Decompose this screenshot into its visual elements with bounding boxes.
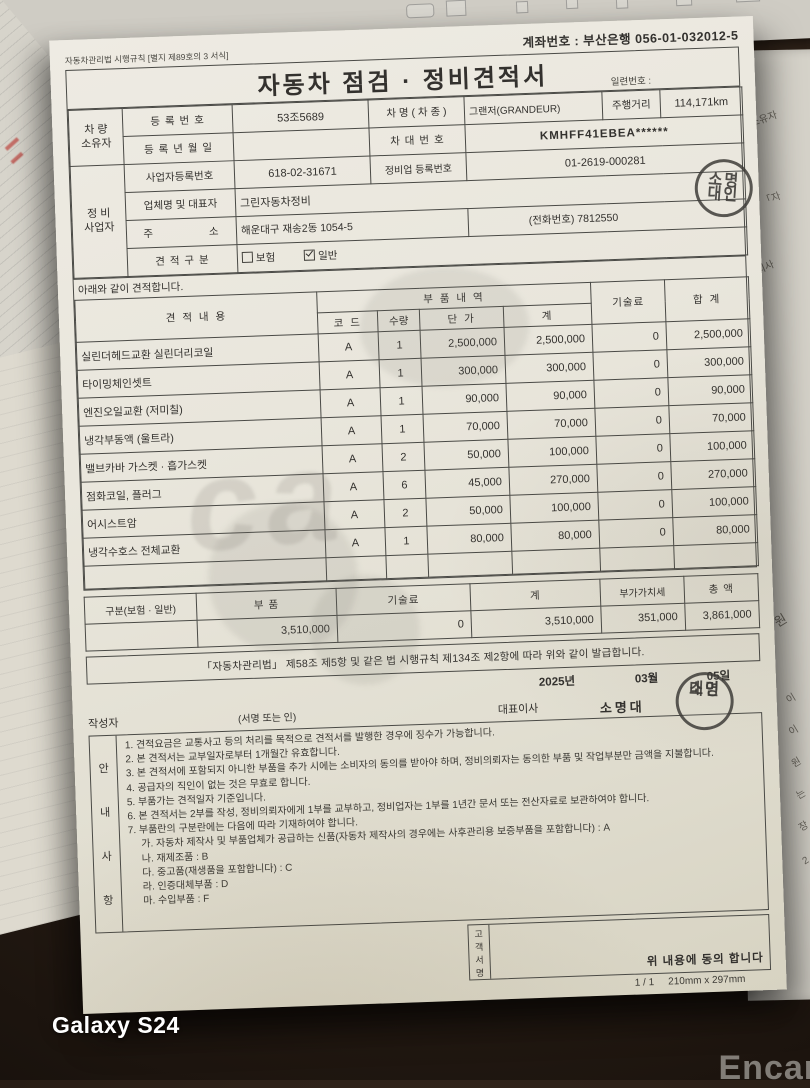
checkbox-doodle [736, 0, 761, 2]
item-total: 2,500,000 [666, 319, 751, 350]
checkbox-doodle [516, 1, 529, 14]
item-qty: 1 [380, 386, 423, 415]
item-amount: 270,000 [509, 464, 598, 495]
item-labor: 0 [592, 322, 667, 353]
page-number: 1 / 1 [635, 977, 655, 989]
insurance-option: 보험 [242, 252, 276, 265]
summary-type-value [85, 620, 198, 651]
mileage-value: 114,171km [660, 87, 743, 118]
company-label: 업체명 및 대표자 [125, 189, 236, 221]
serial-number-label: 일련번호 : [610, 73, 651, 88]
item-total: 70,000 [669, 403, 754, 434]
checkbox-doodle [616, 0, 629, 9]
item-total: 90,000 [668, 375, 753, 406]
item-code: A [319, 360, 380, 390]
mileage-label: 주행거리 [602, 90, 661, 120]
item-qty: 6 [383, 470, 426, 499]
item-code: A [320, 388, 381, 418]
item-unit-price: 90,000 [422, 383, 507, 414]
item-labor: 0 [597, 462, 672, 493]
item-unit-price: 80,000 [427, 523, 512, 554]
sign-or-seal-label: (서명 또는 인) [238, 708, 297, 725]
summary-vat-value: 351,000 [601, 603, 686, 633]
item-amount: 300,000 [505, 352, 594, 383]
notice-body: 1. 견적요금은 교통사고 등의 처리를 목적으로 견적서를 발행한 경우에 징… [117, 713, 768, 931]
item-unit-price: 50,000 [426, 495, 511, 526]
estimate-document: ca 자동차관리법 시행규칙 [별지 제89호의 3 서식] 계좌번호 : 부산… [49, 16, 787, 1014]
bg-text-fragment: 이 [785, 720, 801, 738]
item-qty: 2 [384, 498, 427, 527]
vin-label: 차 대 번 호 [369, 125, 466, 156]
general-option: 일반 [304, 250, 338, 263]
item-unit-price: 70,000 [423, 411, 508, 442]
address-label: 주 소 [126, 217, 237, 249]
insurance-checkbox [242, 252, 253, 263]
item-labor: 0 [595, 406, 670, 437]
summary-total-header: 총 액 [684, 574, 759, 604]
item-total: 300,000 [667, 347, 752, 378]
item-unit-price: 50,000 [424, 439, 509, 470]
item-amount: 70,000 [507, 408, 596, 439]
item-labor: 0 [599, 518, 674, 549]
checkbox-doodle [676, 0, 693, 6]
ceo-label: 대표이사 [498, 700, 539, 717]
ceo-name: 소명대 [599, 696, 645, 717]
photo-watermark-text: ca [179, 419, 352, 582]
summary-vat-header: 부가가치세 [600, 576, 685, 606]
reg-date-label: 등 록 년 월 일 [123, 133, 234, 165]
checkbox-doodle [566, 0, 579, 9]
general-checkbox-checked [304, 249, 315, 260]
bg-text-fragment: 는 [792, 784, 808, 802]
business-no-label: 사업자등록번호 [124, 161, 235, 193]
item-amount: 100,000 [508, 436, 597, 467]
device-watermark: Galaxy S24 [52, 1012, 180, 1039]
checkbox-doodle [446, 0, 467, 17]
document-title: 자동차 점검 · 정비견적서 [257, 56, 549, 101]
reg-no-label: 등 록 번 호 [122, 105, 233, 137]
summary-type-header: 구분(보험 · 일반) [84, 593, 197, 624]
summary-total-value: 3,861,000 [685, 601, 760, 631]
item-qty: 1 [385, 526, 428, 555]
item-total: 100,000 [670, 431, 755, 462]
item-labor: 0 [593, 350, 668, 381]
item-labor: 0 [598, 490, 673, 521]
item-unit-price: 45,000 [425, 467, 510, 498]
paper-size: 210mm x 297mm [668, 974, 746, 988]
item-total: 270,000 [671, 459, 756, 490]
item-amount: 80,000 [511, 520, 600, 551]
item-labor: 0 [596, 434, 671, 465]
item-amount: 100,000 [510, 492, 599, 523]
site-watermark: Encar [719, 1049, 810, 1088]
item-qty: 2 [382, 442, 425, 471]
agreement-text: 위 내용에 동의 합니다 [489, 915, 770, 979]
item-total: 80,000 [673, 515, 758, 546]
col-total: 합 계 [664, 277, 749, 322]
item-total: 100,000 [672, 487, 757, 518]
car-name-label: 차 명 ( 차 종 ) [368, 97, 465, 128]
item-labor: 0 [594, 378, 669, 409]
issue-year: 2025년 [539, 673, 576, 690]
item-amount: 90,000 [506, 380, 595, 411]
bg-text-fragment: 이 [782, 689, 798, 707]
bg-text-fragment: 2 [801, 855, 810, 867]
bg-text-fragment: 원 [788, 752, 804, 770]
bg-text-fragment: 장 [795, 816, 810, 834]
car-doodle [406, 3, 435, 18]
item-qty: 1 [381, 414, 424, 443]
writer-label: 작성자 [88, 715, 119, 732]
estimate-type-label: 견 적 구 분 [127, 245, 238, 277]
issue-month: 03월 [635, 670, 659, 687]
col-labor: 기술료 [591, 280, 666, 325]
shop-reg-label: 정비업 등록번호 [370, 153, 467, 184]
summary-sum-value: 3,510,000 [471, 606, 602, 638]
bg-text-fragment: 「자 [759, 187, 782, 208]
